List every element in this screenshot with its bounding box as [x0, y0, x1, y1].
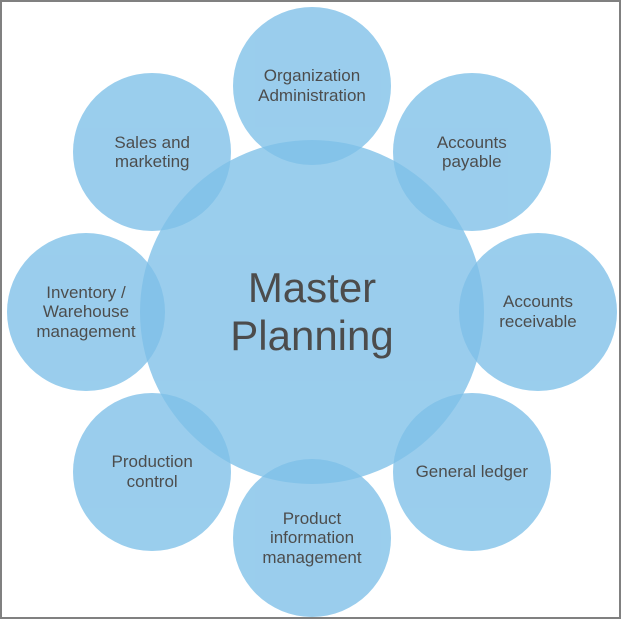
outer-circle-4: Product information management [233, 459, 391, 617]
outer-circle-3: General ledger [393, 393, 551, 551]
outer-circle-6: Inventory / Warehouse management [7, 233, 165, 391]
outer-label-2: Accounts receivable [493, 292, 583, 331]
outer-label-1: Accounts payable [431, 133, 513, 172]
outer-label-5: Production control [106, 452, 199, 491]
outer-circle-0: Organization Administration [233, 7, 391, 165]
outer-label-7: Sales and marketing [108, 133, 196, 172]
outer-circle-2: Accounts receivable [459, 233, 617, 391]
outer-circle-1: Accounts payable [393, 73, 551, 231]
outer-circle-5: Production control [73, 393, 231, 551]
outer-label-3: General ledger [410, 462, 534, 482]
outer-label-6: Inventory / Warehouse management [30, 283, 141, 342]
center-label: Master Planning [230, 264, 393, 361]
outer-label-0: Organization Administration [252, 66, 372, 105]
outer-label-4: Product information management [256, 509, 367, 568]
outer-circle-7: Sales and marketing [73, 73, 231, 231]
diagram-frame: Master Planning Organization Administrat… [0, 0, 621, 619]
